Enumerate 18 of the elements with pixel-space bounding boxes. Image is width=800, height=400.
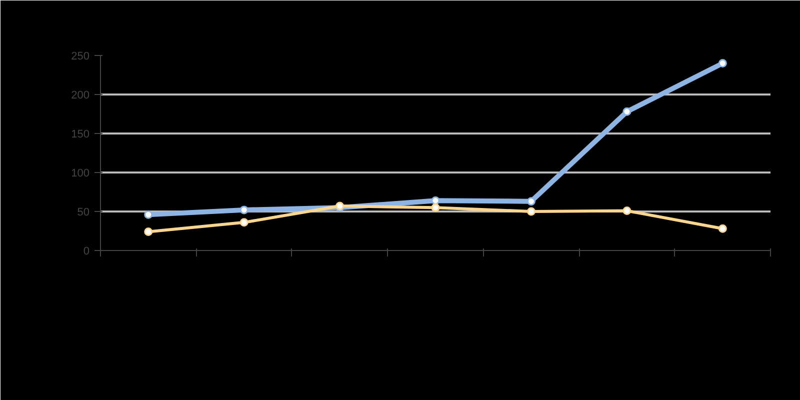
y-tick-label: 50 <box>77 206 90 218</box>
y-tick-label: 0 <box>83 246 90 258</box>
y-tick-label: 150 <box>71 128 90 140</box>
point <box>431 196 440 205</box>
point <box>144 228 153 236</box>
point <box>526 197 536 206</box>
point <box>240 206 248 214</box>
point <box>526 207 536 216</box>
y-tick-label: 200 <box>71 90 90 102</box>
point <box>718 59 727 68</box>
point <box>240 218 248 227</box>
point <box>431 203 440 212</box>
y-tick-label: 100 <box>71 168 90 180</box>
point <box>144 210 153 219</box>
point <box>622 107 632 116</box>
point <box>718 224 727 233</box>
y-tick-label: 250 <box>71 50 90 62</box>
point <box>622 206 632 215</box>
